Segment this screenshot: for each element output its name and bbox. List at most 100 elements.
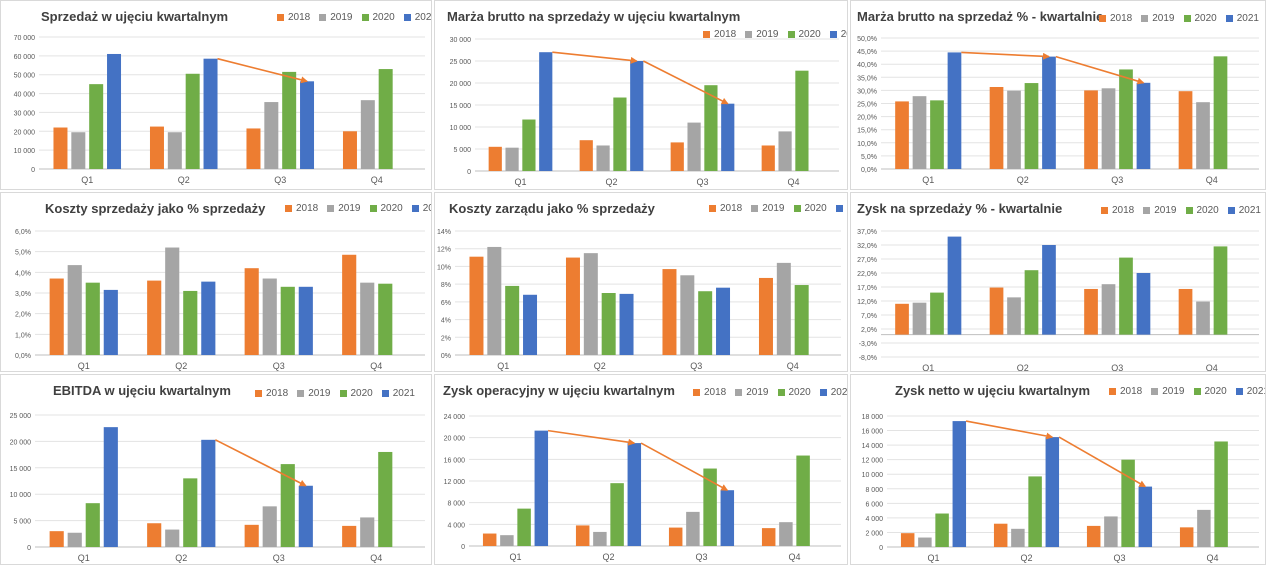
chart-panel: 0% 2% 4% 6% 8% 10% 12% 14% Q1 Q2 Q3 Q4 Koszty zarząd… <box>434 192 848 372</box>
y-tick-label: 15 000 <box>10 466 32 473</box>
chart-legend: 2018 2019 2020 2021 <box>693 387 848 398</box>
legend-label: 2020 <box>798 29 821 40</box>
legend-label: 2019 <box>1154 205 1177 216</box>
legend-label: 2018 <box>714 29 737 40</box>
x-tick-label: Q2 <box>594 361 606 371</box>
x-tick-label: Q3 <box>1111 363 1123 372</box>
legend-label: 2021 <box>392 388 415 399</box>
bar-2020-q3 <box>698 291 713 355</box>
y-tick-label: 17,0% <box>857 285 877 292</box>
chart-title: Koszty zarządu jako % sprzedaży <box>449 201 655 216</box>
bar-2020-q3 <box>280 286 295 355</box>
bar-2018-q1 <box>895 101 909 169</box>
legend-swatch <box>1193 388 1201 395</box>
legend-swatch <box>1143 207 1151 214</box>
trend-arrow <box>217 57 308 84</box>
bar-2019-q1 <box>67 532 82 547</box>
chart-plot: 0 10 000 20 000 30 000 40 000 50 000 60 000 70 … <box>14 35 425 185</box>
bar-2020-q4 <box>1213 246 1228 335</box>
legend-entry: 2018 <box>1099 13 1132 24</box>
legend-entry: 2019 <box>327 203 361 214</box>
legend-entry: 2020 <box>361 12 395 23</box>
bar-2019-q1 <box>505 147 519 171</box>
legend-entry: 2020 <box>787 29 821 40</box>
y-tick-label: 12% <box>437 247 451 254</box>
legend-label: 2021 <box>1238 205 1261 216</box>
chart-plot: -8,0% -3,0% 2,0% 7,0% 12,0% 17,0% 22,0% 27,0% 32… <box>857 229 1259 372</box>
y-tick-label: 8 000 <box>447 501 465 508</box>
y-tick-label: 50 000 <box>14 73 36 80</box>
bar-2019-q1 <box>67 265 82 355</box>
bar-2019-q3 <box>262 278 277 355</box>
y-tick-label: 6% <box>441 300 451 307</box>
chart-legend: 2018 2019 2020 2021 <box>703 29 847 40</box>
bar-2021-q1 <box>103 427 118 547</box>
x-tick-label: Q3 <box>273 553 285 563</box>
bar-2018-q3 <box>1084 288 1098 335</box>
trend-arrow <box>965 420 1054 440</box>
chart-title: Zysk operacyjny w ujęciu kwartalnym <box>443 383 675 398</box>
y-tick-label: 20 000 <box>444 436 466 443</box>
bar-2019-q3 <box>686 511 700 546</box>
legend-swatch <box>381 390 389 397</box>
y-tick-label: 0,0% <box>15 353 31 360</box>
bar-2018-q4 <box>342 254 357 355</box>
bar-2018-q4 <box>761 528 776 546</box>
legend-entry: 2021 <box>403 12 431 23</box>
legend-swatch <box>1183 15 1191 22</box>
legend-entry: 2018 <box>703 29 736 40</box>
y-tick-label: -8,0% <box>859 355 877 362</box>
trend-arrow <box>1058 436 1147 488</box>
bar-2019-q3 <box>262 506 277 547</box>
bar-2018-q4 <box>758 277 773 355</box>
y-tick-label: 15 000 <box>450 103 472 110</box>
y-tick-label: 12 000 <box>444 479 466 486</box>
bar-2019-q4 <box>360 517 375 547</box>
bar-2021-q1 <box>947 52 962 169</box>
bar-2018-q4 <box>342 131 357 169</box>
legend-entry: 2020 <box>369 203 403 214</box>
x-tick-label: Q2 <box>1020 553 1032 563</box>
bar-2019-q1 <box>500 535 514 546</box>
legend-label: 2021 <box>830 387 848 398</box>
x-tick-label: Q3 <box>1113 553 1125 563</box>
x-tick-label: Q3 <box>695 552 707 562</box>
bar-2019-q4 <box>776 262 791 355</box>
bar-2020-q3 <box>1121 459 1135 547</box>
y-tick-label: 20 000 <box>14 129 36 136</box>
trend-arrow <box>961 51 1050 60</box>
chart-plot: 0 5 000 10 000 15 000 20 000 25 000 Q1 Q2 Q3 Q4 <box>10 413 425 563</box>
chart-panel: 0 4 000 8 000 12 000 16 000 20 000 24 000 Q1 Q2 Q… <box>434 374 848 565</box>
legend-label: 2019 <box>308 388 331 399</box>
y-tick-label: 37,0% <box>857 229 877 236</box>
bar-2018-q3 <box>1086 525 1101 547</box>
y-tick-label: 10 000 <box>10 492 32 499</box>
bar-2021-q2 <box>201 439 216 547</box>
bar-2018-q4 <box>1179 527 1194 547</box>
bar-2018-q2 <box>565 257 580 355</box>
legend-swatch <box>403 14 411 21</box>
y-tick-label: 0,0% <box>861 167 877 174</box>
chart-title: Marża brutto na sprzedaż % - kwartalnie <box>857 9 1104 24</box>
x-tick-label: Q2 <box>178 175 190 185</box>
bar-2019-q3 <box>264 102 279 169</box>
y-tick-label: 30 000 <box>450 37 472 44</box>
y-tick-label: 12,0% <box>857 299 877 306</box>
bar-2019-q4 <box>360 100 375 169</box>
bar-2019-q2 <box>167 132 182 169</box>
y-tick-label: 2,0% <box>861 327 877 334</box>
y-tick-label: 30 000 <box>14 110 36 117</box>
y-tick-label: 10% <box>437 264 451 271</box>
bar-2020-q3 <box>703 468 717 546</box>
y-tick-label: 4% <box>441 318 451 325</box>
chart-legend: 2018 2019 2020 2021 <box>1109 386 1265 397</box>
y-tick-label: 0 <box>27 545 31 552</box>
bar-2020-q3 <box>1119 69 1133 169</box>
y-tick-label: 5 000 <box>453 147 471 154</box>
legend-label: 2020 <box>380 203 403 214</box>
y-tick-label: 2,0% <box>15 312 31 319</box>
bar-2018-q2 <box>989 287 1004 335</box>
bar-2020-q4 <box>378 283 393 355</box>
bar-2020-q2 <box>1024 270 1039 335</box>
x-tick-label: Q2 <box>605 177 617 187</box>
